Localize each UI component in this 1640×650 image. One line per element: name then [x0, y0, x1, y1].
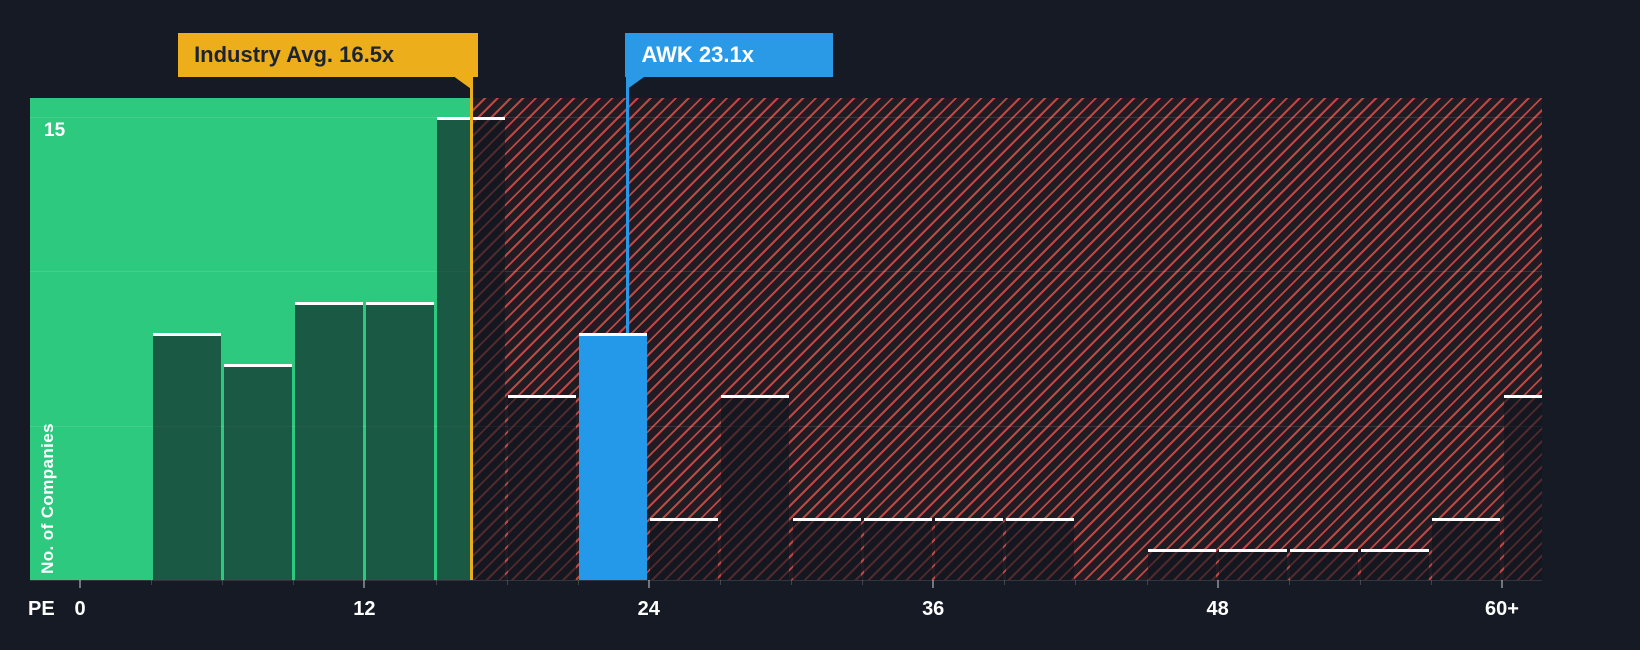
company-callout[interactable]: AWK 23.1x	[625, 33, 834, 77]
gridline	[30, 271, 1542, 272]
x-tick-label: 48	[1206, 598, 1229, 620]
x-tick-label: 0	[74, 598, 86, 620]
x-tick-mark	[932, 580, 935, 588]
industry-average-callout[interactable]: Industry Avg. 16.5x	[178, 33, 479, 77]
histogram-bar[interactable]	[294, 301, 363, 580]
x-tick-label: 60+	[1485, 598, 1519, 620]
x-minor-tick-mark	[1146, 580, 1148, 585]
x-minor-tick-mark	[862, 580, 864, 585]
x-minor-tick-mark	[1075, 580, 1077, 585]
plot-area: 15 No. of Companies	[30, 98, 1542, 580]
x-minor-tick-mark	[293, 580, 295, 585]
x-minor-tick-mark	[719, 580, 721, 585]
x-tick-mark	[363, 580, 366, 588]
x-minor-tick-mark	[577, 580, 579, 585]
y-axis-label: No. of Companies	[38, 423, 57, 574]
x-minor-tick-mark	[506, 580, 508, 585]
y-max-label: 15	[44, 120, 66, 141]
histogram-bar[interactable]	[934, 518, 1003, 580]
x-minor-tick-mark	[1288, 580, 1290, 585]
x-minor-tick-mark	[1004, 580, 1006, 585]
histogram-bar[interactable]	[1290, 549, 1359, 580]
x-axis-label: PE	[28, 598, 55, 620]
x-axis-baseline	[30, 580, 1542, 581]
x-tick-label: 36	[922, 598, 945, 620]
histogram-bar[interactable]	[1503, 394, 1542, 580]
histogram-bar[interactable]	[1432, 518, 1501, 580]
histogram-bar[interactable]	[1219, 549, 1288, 580]
x-axis: PE 0 12 24 36 48 60+	[0, 580, 1640, 650]
x-minor-tick-mark	[151, 580, 153, 585]
x-tick-mark	[79, 580, 81, 588]
industry-average-line	[469, 77, 473, 580]
industry-average-callout-label: Industry Avg. 16.5x	[194, 42, 395, 67]
x-tick-label: 12	[353, 598, 376, 620]
company-bar[interactable]	[579, 332, 648, 580]
x-minor-tick-mark	[791, 580, 792, 585]
x-tick-label: 24	[637, 598, 660, 620]
company-line	[625, 77, 629, 333]
histogram-bar[interactable]	[792, 518, 861, 580]
histogram-bar[interactable]	[650, 518, 719, 580]
x-minor-tick-mark	[1359, 580, 1361, 585]
histogram-bar[interactable]	[223, 363, 292, 580]
x-tick-mark	[647, 580, 650, 588]
x-minor-tick-mark	[1430, 580, 1432, 585]
x-tick-mark	[1501, 580, 1503, 588]
histogram-bar[interactable]	[365, 301, 434, 580]
histogram-bar[interactable]	[1148, 549, 1217, 580]
x-minor-tick-mark	[222, 580, 224, 585]
x-minor-tick-mark	[435, 580, 437, 585]
histogram-bar[interactable]	[152, 332, 221, 580]
histogram-bar[interactable]	[508, 394, 577, 580]
histogram-bar[interactable]	[1005, 518, 1074, 580]
company-callout-label: AWK 23.1x	[641, 42, 754, 67]
x-tick-mark	[1216, 580, 1219, 588]
gridline	[30, 116, 1542, 118]
histogram-bar[interactable]	[863, 518, 932, 580]
histogram-bar[interactable]	[1361, 549, 1430, 580]
above-average-region	[471, 98, 1542, 580]
histogram-bar[interactable]	[721, 394, 790, 580]
